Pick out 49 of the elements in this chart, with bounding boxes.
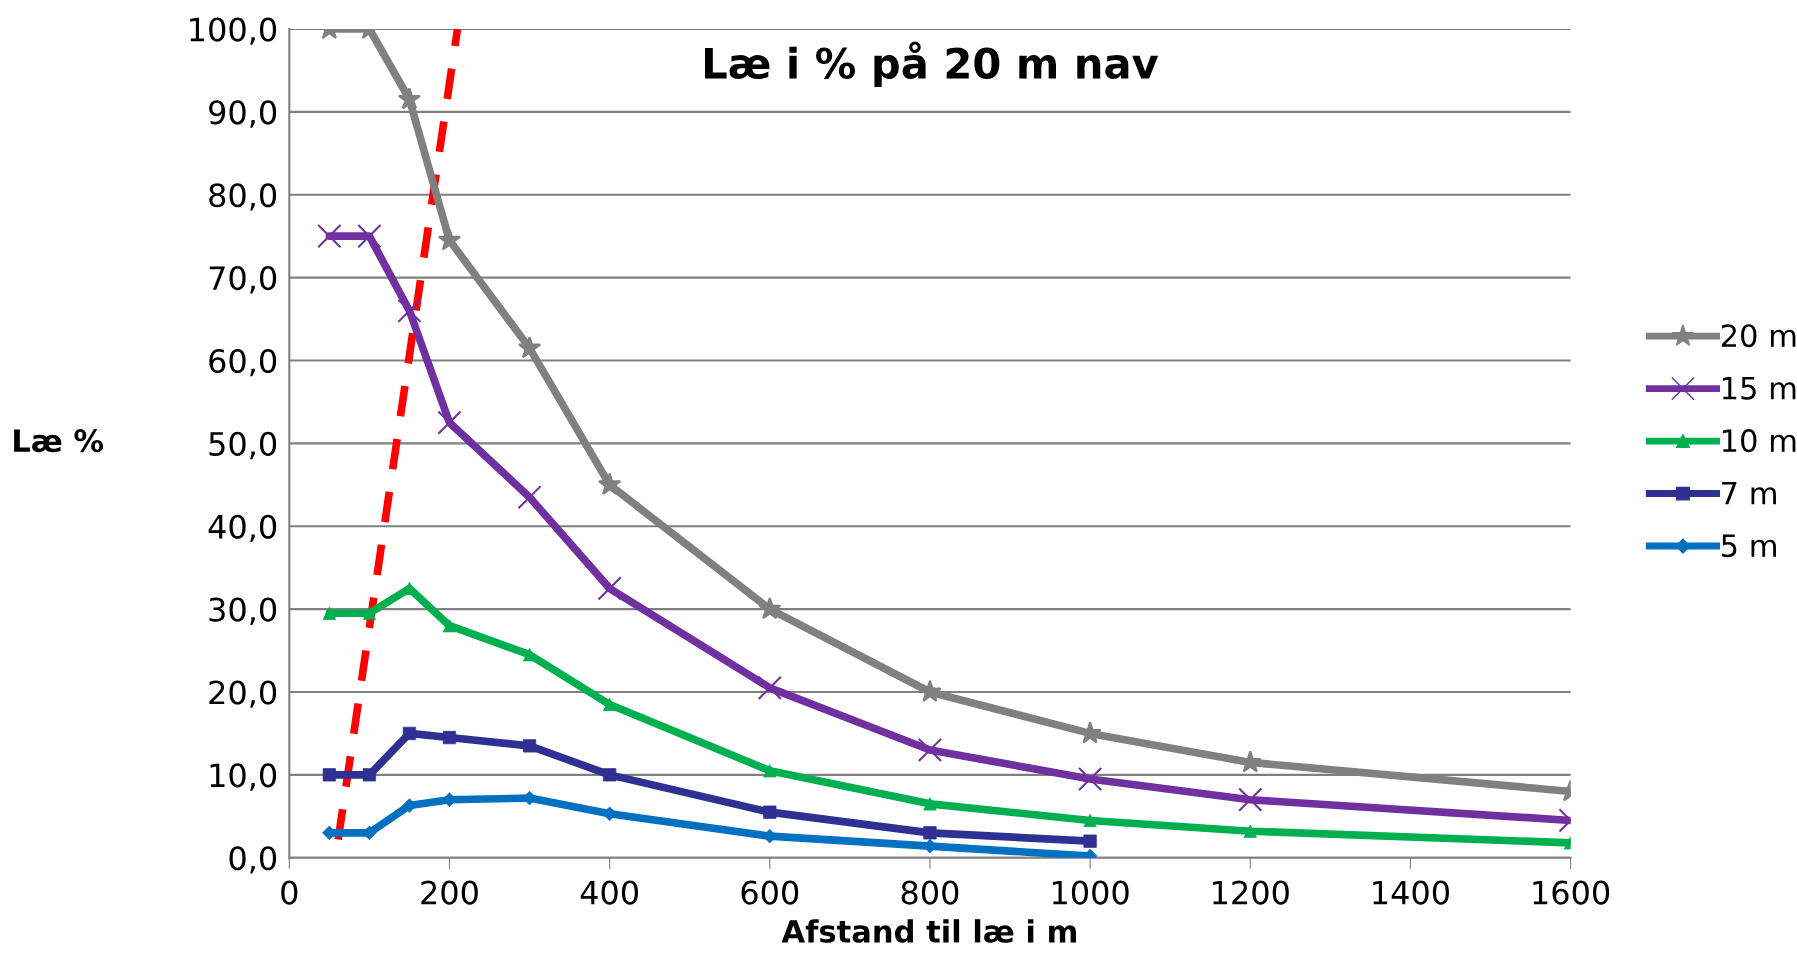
y-tick-label: 80,0 <box>209 183 277 211</box>
legend-label: 5 m <box>1721 534 1776 558</box>
legend-label: 20 m <box>1721 324 1796 348</box>
point <box>758 596 782 620</box>
point <box>597 576 622 601</box>
chart-title: Læ i % på 20 m nav <box>705 41 1159 88</box>
point <box>598 472 622 495</box>
point <box>442 619 457 633</box>
point <box>322 768 336 782</box>
y-tick-label: 0,0 <box>229 846 277 874</box>
x-tick-label: 400 <box>580 880 638 905</box>
x-tick-label: 1600 <box>1533 880 1610 905</box>
y-tick-label: 20,0 <box>209 680 277 708</box>
point <box>757 675 782 700</box>
point <box>1238 787 1263 812</box>
y-tick-label: 70,0 <box>209 266 277 294</box>
y-tick-label: 30,0 <box>209 597 277 625</box>
x-tick-label: 0 <box>281 880 298 905</box>
y-tick-label: 90,0 <box>209 100 277 128</box>
point <box>322 606 336 620</box>
x-tick-label: 1000 <box>1052 880 1129 905</box>
point <box>522 739 537 753</box>
legend-label: 10 m <box>1722 429 1796 453</box>
point <box>397 298 422 323</box>
point <box>317 224 342 249</box>
point <box>917 737 943 763</box>
legend-label: 7 m <box>1722 482 1776 505</box>
point <box>437 410 462 435</box>
x-axis-title: Afstand til læ i m <box>781 919 1076 943</box>
x-tick-label: 1200 <box>1213 880 1289 905</box>
x-tick-label: 800 <box>901 880 959 905</box>
x-tick-label: 200 <box>421 880 478 905</box>
point <box>517 335 542 359</box>
point <box>397 87 422 110</box>
point <box>1077 766 1103 792</box>
y-tick-label: 60,0 <box>209 348 277 377</box>
point <box>357 224 382 249</box>
y-axis-title: Læ % <box>14 429 104 453</box>
y-tick-label: 10,0 <box>210 763 277 791</box>
y-tick-label: 100,0 <box>190 17 277 45</box>
point <box>603 697 617 712</box>
y-tick-label: 50,0 <box>209 431 277 460</box>
y-tick-label: 40,0 <box>208 514 277 543</box>
point <box>402 726 417 741</box>
legend-label: 15 m <box>1722 377 1796 400</box>
point <box>517 485 542 510</box>
point <box>437 228 462 251</box>
x-tick-label: 600 <box>741 880 799 905</box>
x-tick-label: 1400 <box>1373 880 1449 905</box>
